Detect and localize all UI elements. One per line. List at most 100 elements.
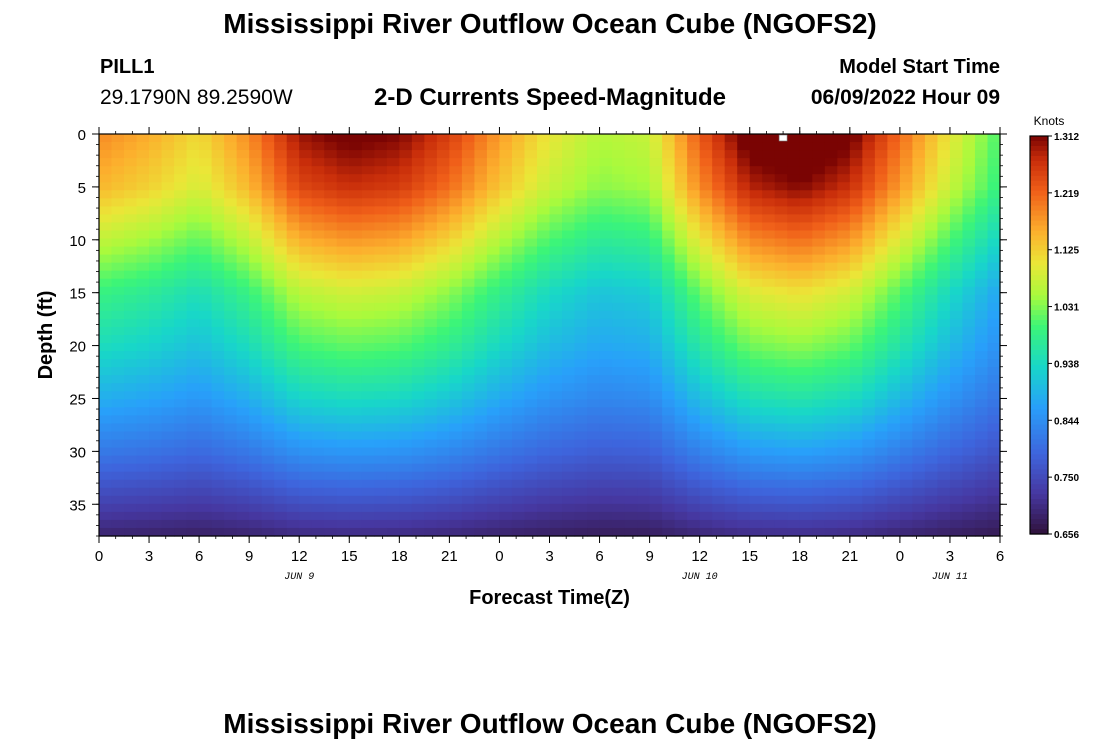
heatmap-cell bbox=[274, 206, 288, 215]
heatmap-cell bbox=[511, 182, 526, 191]
colorbar-segment bbox=[1030, 499, 1048, 505]
heatmap-cell bbox=[762, 351, 776, 360]
heatmap-cell bbox=[199, 326, 213, 336]
heatmap-cell bbox=[937, 190, 951, 199]
heatmap-cell bbox=[361, 302, 375, 312]
heatmap-cell bbox=[712, 166, 726, 175]
heatmap-cell bbox=[887, 158, 901, 167]
heatmap-cell bbox=[286, 302, 300, 312]
heatmap-cell bbox=[286, 230, 300, 240]
heatmap-cell bbox=[374, 335, 388, 344]
heatmap-cell bbox=[899, 511, 913, 521]
heatmap-cell bbox=[349, 487, 363, 497]
heatmap-cell bbox=[824, 519, 838, 529]
heatmap-cell bbox=[386, 150, 400, 159]
heatmap-cell bbox=[587, 278, 601, 288]
heatmap-cell bbox=[199, 447, 213, 457]
heatmap-cell bbox=[211, 134, 225, 143]
heatmap-cell bbox=[349, 150, 363, 159]
heatmap-cell bbox=[136, 190, 150, 199]
heatmap-cell bbox=[536, 182, 551, 191]
heatmap-cell bbox=[124, 198, 138, 207]
heatmap-cell bbox=[499, 391, 513, 400]
heatmap-cell bbox=[662, 222, 676, 232]
heatmap-cell bbox=[937, 150, 951, 159]
heatmap-cell bbox=[499, 511, 513, 521]
heatmap-cell bbox=[136, 455, 150, 465]
heatmap-cell bbox=[236, 318, 250, 328]
heatmap-cell bbox=[874, 230, 888, 240]
heatmap-cell bbox=[399, 415, 413, 425]
heatmap-cell bbox=[261, 527, 275, 537]
heatmap-cell bbox=[574, 166, 588, 175]
heatmap-cell bbox=[949, 198, 964, 207]
heatmap-cell bbox=[862, 190, 876, 199]
heatmap-cell bbox=[924, 447, 939, 457]
heatmap-cell bbox=[574, 286, 588, 296]
heatmap-cell bbox=[536, 335, 551, 344]
heatmap-cell bbox=[186, 399, 200, 408]
heatmap-cell bbox=[174, 519, 188, 529]
heatmap-cell bbox=[624, 190, 638, 199]
heatmap-cell bbox=[399, 431, 413, 441]
heatmap-cell bbox=[837, 399, 851, 408]
heatmap-cell bbox=[211, 198, 225, 207]
heatmap-cell bbox=[311, 310, 325, 320]
heatmap-cell bbox=[361, 294, 375, 304]
heatmap-cell bbox=[111, 254, 125, 264]
heatmap-cell bbox=[286, 375, 300, 384]
heatmap-cell bbox=[211, 359, 225, 368]
heatmap-cell bbox=[837, 262, 851, 272]
heatmap-cell bbox=[587, 399, 601, 408]
heatmap-cell bbox=[499, 294, 513, 304]
heatmap-cell bbox=[211, 286, 225, 296]
heatmap-cell bbox=[799, 399, 813, 408]
heatmap-cell bbox=[887, 190, 901, 199]
heatmap-cell bbox=[186, 527, 200, 537]
heatmap-cell bbox=[161, 423, 175, 433]
heatmap-cell bbox=[699, 142, 713, 151]
heatmap-cell bbox=[499, 166, 513, 175]
heatmap-cell bbox=[111, 447, 125, 457]
heatmap-cell bbox=[149, 487, 163, 497]
heatmap-cell bbox=[311, 335, 325, 344]
heatmap-cell bbox=[949, 230, 964, 240]
heatmap-cell bbox=[161, 198, 175, 207]
heatmap-cell bbox=[774, 415, 788, 425]
heatmap-cell bbox=[149, 230, 163, 240]
heatmap-cell bbox=[749, 503, 763, 513]
heatmap-cell bbox=[286, 367, 300, 376]
heatmap-cell bbox=[762, 511, 776, 521]
heatmap-cell bbox=[549, 326, 563, 336]
colorbar-segment bbox=[1030, 185, 1048, 192]
heatmap-cell bbox=[912, 286, 926, 296]
x-tick-labels: 0 3 6 9 12 15 18 21 0 3 6 9 12 15 18 21 0 3 6 bbox=[95, 548, 1004, 565]
heatmap-cell bbox=[249, 238, 263, 248]
heatmap-cell bbox=[787, 134, 801, 143]
heatmap-cell bbox=[149, 351, 163, 360]
heatmap-cell bbox=[899, 302, 913, 312]
heatmap-cell bbox=[174, 391, 188, 400]
heatmap-cell bbox=[862, 359, 876, 368]
heatmap-cell bbox=[712, 174, 726, 183]
heatmap-cell bbox=[712, 463, 726, 473]
heatmap-cell bbox=[637, 383, 651, 392]
heatmap-cell bbox=[937, 294, 951, 304]
heatmap-cell bbox=[424, 431, 438, 441]
heatmap-cell bbox=[499, 246, 513, 256]
heatmap-cell bbox=[949, 407, 964, 416]
heatmap-cell bbox=[562, 294, 576, 304]
heatmap-cell bbox=[374, 495, 388, 505]
heatmap-cell bbox=[837, 246, 851, 256]
heatmap-cell bbox=[336, 174, 350, 183]
heatmap-cell bbox=[662, 190, 676, 199]
heatmap-cell bbox=[737, 407, 751, 416]
heatmap-cell bbox=[562, 439, 576, 449]
heatmap-cell bbox=[324, 463, 338, 473]
heatmap-cell bbox=[624, 359, 638, 368]
heatmap-cell bbox=[536, 150, 551, 159]
heatmap-cell bbox=[449, 463, 463, 473]
heatmap-cell bbox=[912, 142, 926, 151]
heatmap-cell bbox=[186, 190, 200, 199]
heatmap-cell bbox=[136, 270, 150, 280]
